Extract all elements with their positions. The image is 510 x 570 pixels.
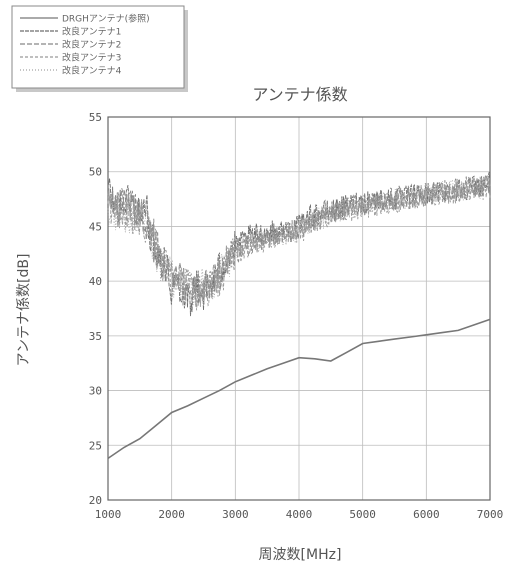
series-line-0 [107, 318, 491, 460]
y-axis-label: アンテナ係数[dB] [16, 254, 32, 367]
y-tick-label-0: 20 [89, 494, 102, 507]
x-tick-label-5: 6000 [413, 508, 440, 521]
series-line-1 [107, 171, 491, 317]
legend-label-2: 改良アンテナ2 [62, 39, 121, 51]
y-tick-label-7: 55 [89, 111, 102, 124]
x-tick-label-0: 1000 [95, 508, 122, 521]
x-axis-label: 周波数[MHz] [259, 547, 342, 563]
x-tick-label-2: 3000 [222, 508, 249, 521]
legend-label-0: DRGHアンテナ(参照) [62, 13, 150, 25]
x-tick-label-1: 2000 [158, 508, 185, 521]
legend-label-3: 改良アンテナ3 [62, 52, 121, 64]
y-tick-label-4: 40 [89, 275, 102, 288]
y-tick-label-1: 25 [89, 439, 102, 452]
y-tick-label-6: 50 [89, 166, 102, 179]
x-tick-label-6: 7000 [477, 508, 504, 521]
y-tick-labels: 20 25 30 35 40 45 50 55 [89, 111, 102, 507]
series-line-4 [107, 175, 491, 308]
x-tick-label-4: 5000 [349, 508, 376, 521]
legend-label-1: 改良アンテナ1 [62, 26, 121, 38]
x-tick-label-3: 4000 [286, 508, 313, 521]
legend-label-4: 改良アンテナ4 [62, 65, 122, 77]
series-layer [107, 171, 491, 460]
grid [107, 116, 491, 501]
y-tick-label-5: 45 [89, 220, 102, 233]
y-tick-label-2: 30 [89, 385, 102, 398]
plot-frame [107, 116, 491, 501]
x-tick-labels: 1000 2000 3000 4000 5000 6000 7000 [95, 508, 504, 521]
y-tick-label-3: 35 [89, 330, 102, 343]
chart-title: アンテナ係数 [252, 85, 347, 104]
